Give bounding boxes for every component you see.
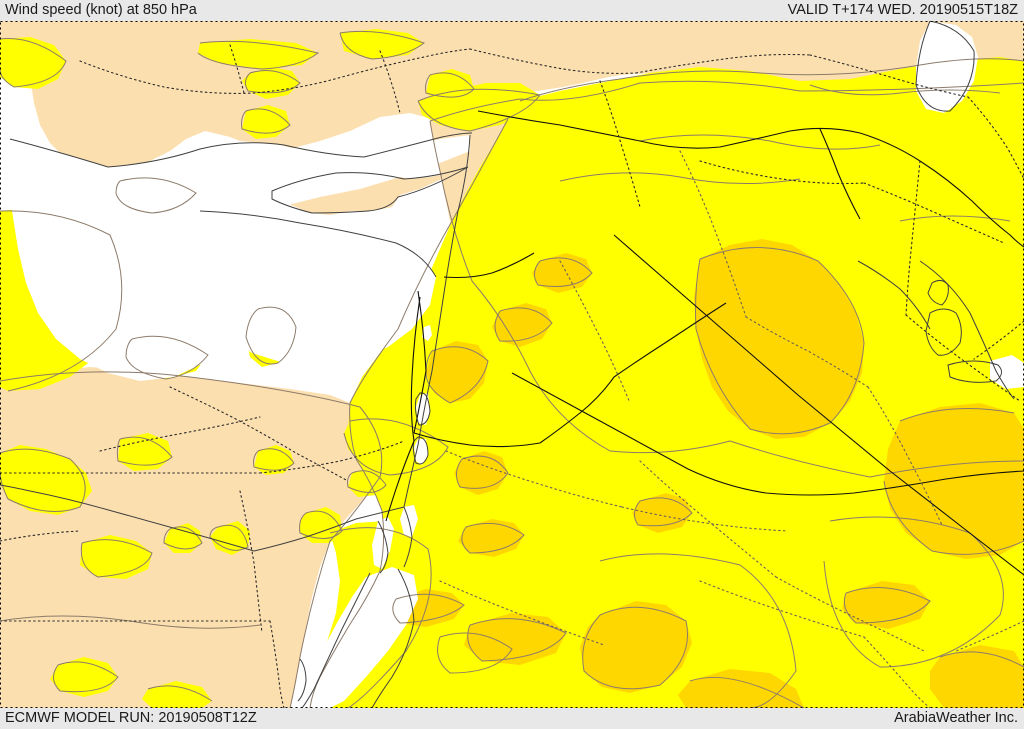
footer-bar: ECMWF MODEL RUN: 20190508T12Z ArabiaWeat… [0, 708, 1024, 729]
country-borders-dotted-group [0, 44, 1024, 708]
contour-lines-group [0, 30, 1024, 708]
provider-label: ArabiaWeather Inc. [894, 710, 1018, 726]
wind-speed-contour-map[interactable] [0, 21, 1024, 708]
page-title: Wind speed (knot) at 850 hPa [5, 2, 197, 18]
map-viewport[interactable] [0, 21, 1024, 708]
coastlines-group [0, 21, 1015, 708]
valid-time-label: VALID T+174 WED. 20190515T18Z [787, 2, 1018, 18]
country-borders-solid-group [385, 110, 1024, 576]
model-run-label: ECMWF MODEL RUN: 20190508T12Z [5, 710, 257, 726]
header-bar: Wind speed (knot) at 850 hPa VALID T+174… [0, 0, 1024, 21]
